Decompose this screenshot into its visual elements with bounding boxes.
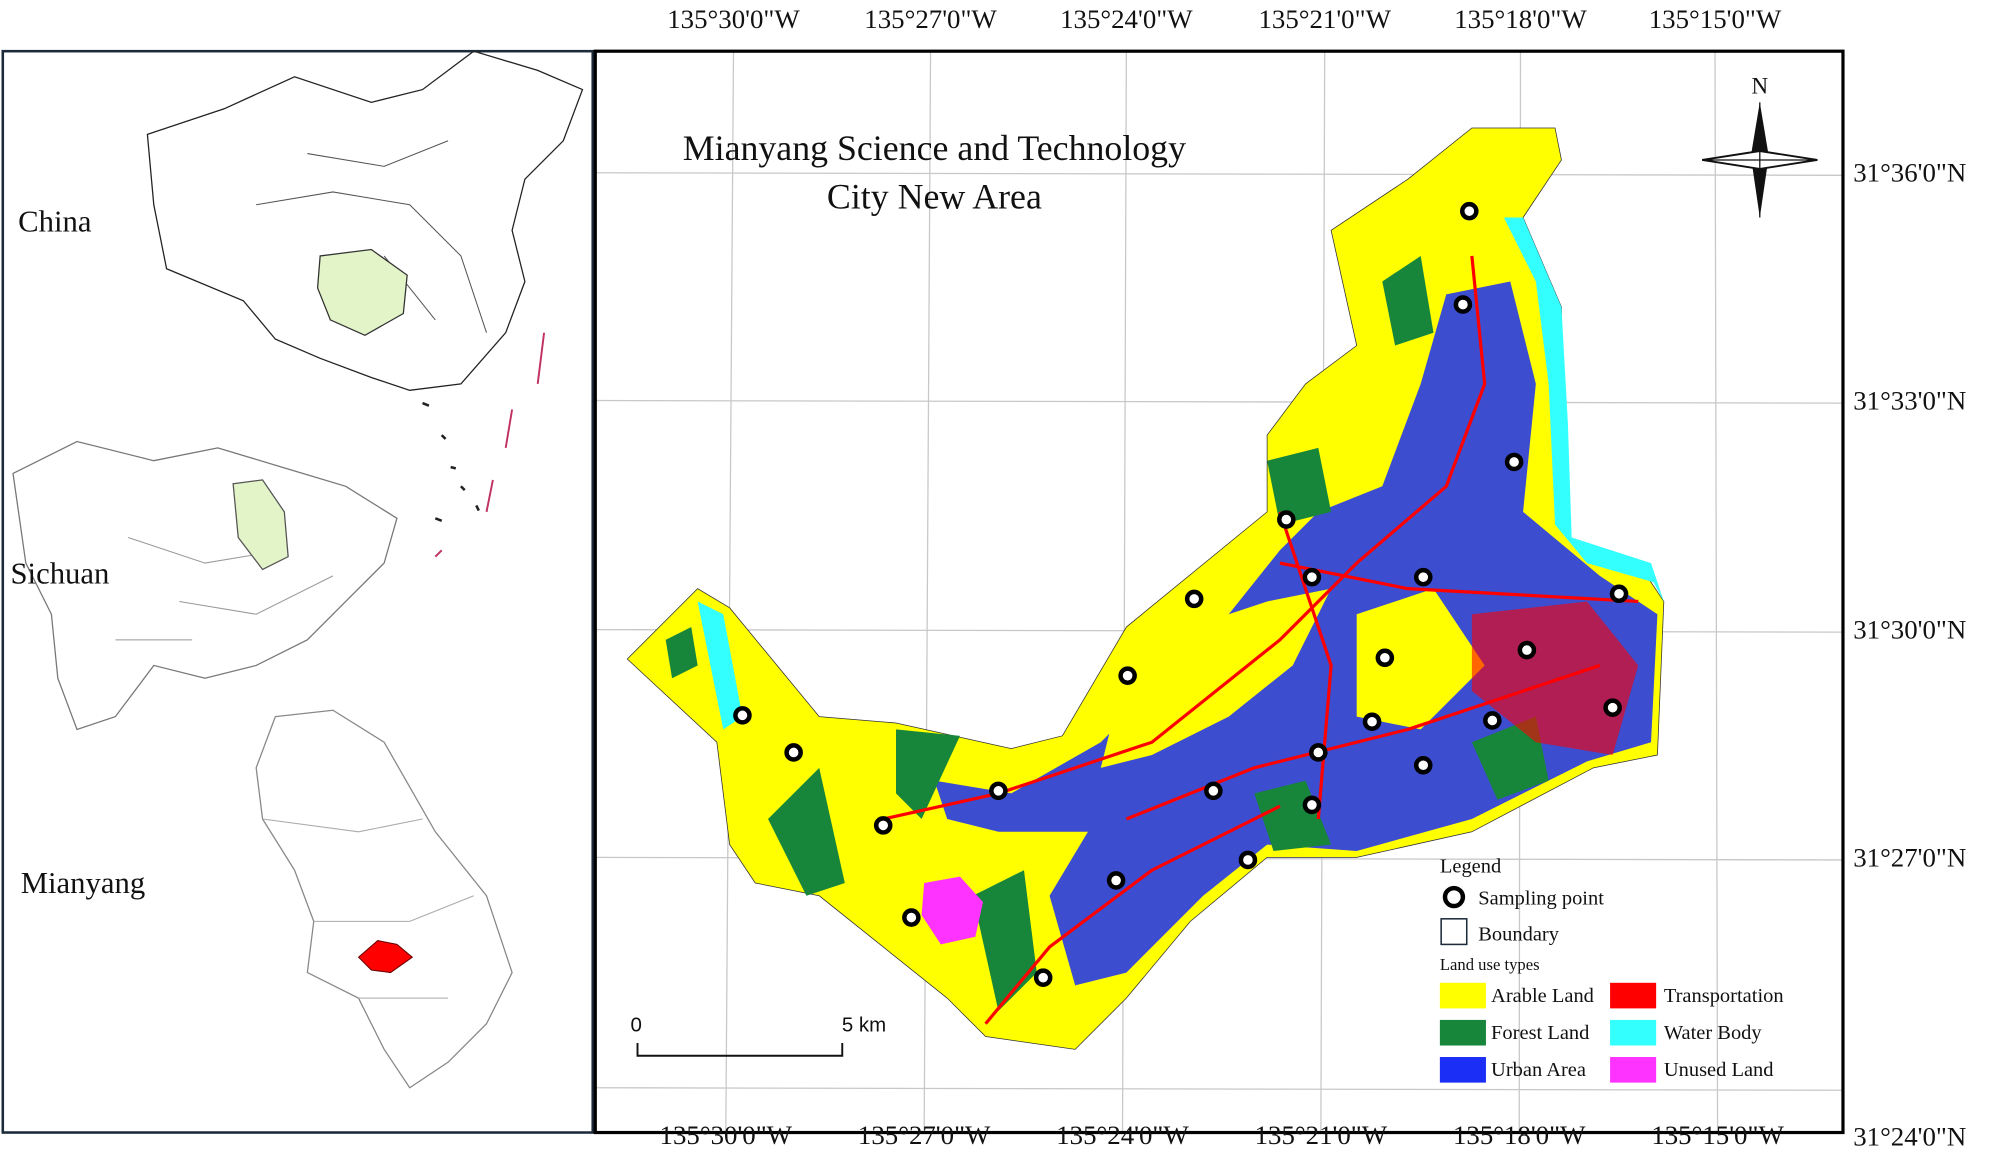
sichuan-outline (12, 440, 398, 731)
legend-label: Water Body (1664, 1022, 1763, 1044)
water-body (697, 601, 743, 730)
map-title: City New Area (827, 177, 1042, 217)
mianyang-outline (255, 709, 513, 1089)
north-label: N (1751, 72, 1768, 98)
map-title: Mianyang Science and Technology (683, 128, 1186, 168)
sampling-point (1609, 584, 1629, 604)
transportation (1471, 601, 1639, 756)
graticule-line (595, 1087, 1843, 1091)
water-body (1503, 217, 1664, 602)
sampling-point (1603, 698, 1622, 717)
longitude-label: 135°21'0"W (1255, 1120, 1388, 1150)
sampling-point (902, 908, 921, 927)
sampling-point (1483, 711, 1502, 730)
legend-boundary-symbol (1440, 918, 1468, 946)
latitude-label: 31°24'0"N (1853, 1121, 1966, 1151)
islands (422, 401, 480, 523)
inset-frame (1, 49, 594, 1134)
legend-swatch (1439, 1019, 1486, 1046)
longitude-label: 135°30'0"W (667, 4, 800, 34)
legend-swatch (1439, 1057, 1486, 1083)
longitude-label: 135°30'0"W (660, 1120, 793, 1150)
north-arrow-axis (1702, 102, 1818, 218)
map-frame (593, 49, 1845, 1135)
longitude-label: 135°18'0"W (1454, 4, 1587, 34)
legend-point-symbol (1442, 885, 1466, 909)
graticule-line (595, 399, 1843, 404)
county-lines (262, 818, 474, 999)
land-patches (665, 217, 1664, 1025)
legend-label: Unused Land (1664, 1059, 1774, 1081)
longitude-label: 135°24'0"W (1056, 1120, 1189, 1150)
longitude-label: 135°18'0"W (1453, 1120, 1586, 1150)
legend-label: Transportation (1664, 985, 1784, 1007)
sampling-point (1184, 589, 1204, 609)
longitude-label: 135°15'0"W (1649, 4, 1782, 34)
longitude-label: 135°24'0"W (1060, 4, 1193, 34)
legend-swatch (1439, 982, 1486, 1009)
latitude-label: 31°27'0"N (1853, 842, 1966, 872)
graticule-line (1714, 51, 1719, 1133)
prefecture-lines (115, 536, 334, 641)
arable-land (1356, 588, 1485, 730)
sampling-point (873, 816, 893, 835)
legend-swatch (1610, 982, 1657, 1009)
legend-swatch (1610, 1019, 1657, 1046)
longitude-label: 135°15'0"W (1651, 1120, 1784, 1150)
sea-border (434, 332, 546, 558)
latitude-label: 31°33'0"N (1853, 386, 1966, 416)
transportation (882, 255, 1639, 1025)
legend-subtitle: Land use types (1440, 955, 1540, 974)
legend-label: Arable Land (1491, 985, 1594, 1007)
sampling-point (1453, 295, 1473, 314)
sichuan-in-china (316, 248, 408, 336)
legend-label: Boundary (1478, 924, 1559, 946)
sampling-point (1413, 755, 1433, 775)
scale-label: 0 (631, 1013, 642, 1036)
sampling-point (1504, 452, 1524, 472)
legend-label: Urban Area (1491, 1059, 1586, 1081)
legend-title: Legend (1440, 856, 1501, 878)
longitude-label: 135°21'0"W (1258, 4, 1391, 34)
sampling-point (1309, 743, 1328, 762)
arable-land (1100, 588, 1332, 768)
graticule-line (595, 172, 1843, 176)
legend-swatch (1610, 1057, 1657, 1083)
sampling-point (1302, 567, 1322, 587)
sampling-point (1375, 648, 1395, 668)
sampling-point (1238, 850, 1258, 870)
sampling-point (1460, 201, 1479, 221)
north-arrow: N (1702, 72, 1818, 218)
legend-label: Sampling point (1478, 888, 1604, 910)
scale-label: 5 km (842, 1013, 886, 1036)
sampling-point (1106, 871, 1126, 890)
sampling-point (989, 781, 1008, 801)
sampling-point (1517, 640, 1537, 660)
scale-bar (636, 1042, 844, 1057)
sampling-point (1118, 666, 1137, 685)
sampling-point (1413, 567, 1433, 587)
mianyang-in-sichuan (232, 479, 289, 571)
longitude-label: 135°27'0"W (864, 4, 997, 34)
sampling-point (733, 706, 752, 725)
longitude-label: 135°27'0"W (858, 1120, 991, 1150)
inset-label: China (18, 205, 92, 239)
sampling-point (1302, 795, 1322, 815)
china-outline (146, 50, 584, 391)
sampling-point (1033, 968, 1053, 987)
graticule-line (725, 51, 735, 1133)
study-area-in-mianyang (357, 940, 414, 974)
sampling-point (784, 743, 803, 762)
latitude-label: 31°36'0"N (1853, 158, 1966, 188)
latitude-label: 31°30'0"N (1853, 615, 1966, 645)
inset-label: Sichuan (10, 557, 109, 591)
unused-land (921, 876, 984, 945)
sampling-point (1277, 510, 1296, 529)
sampling-point (1362, 712, 1382, 732)
legend-label: Forest Land (1491, 1022, 1589, 1044)
sampling-point (1204, 781, 1223, 801)
inset-label: Mianyang (21, 866, 145, 900)
